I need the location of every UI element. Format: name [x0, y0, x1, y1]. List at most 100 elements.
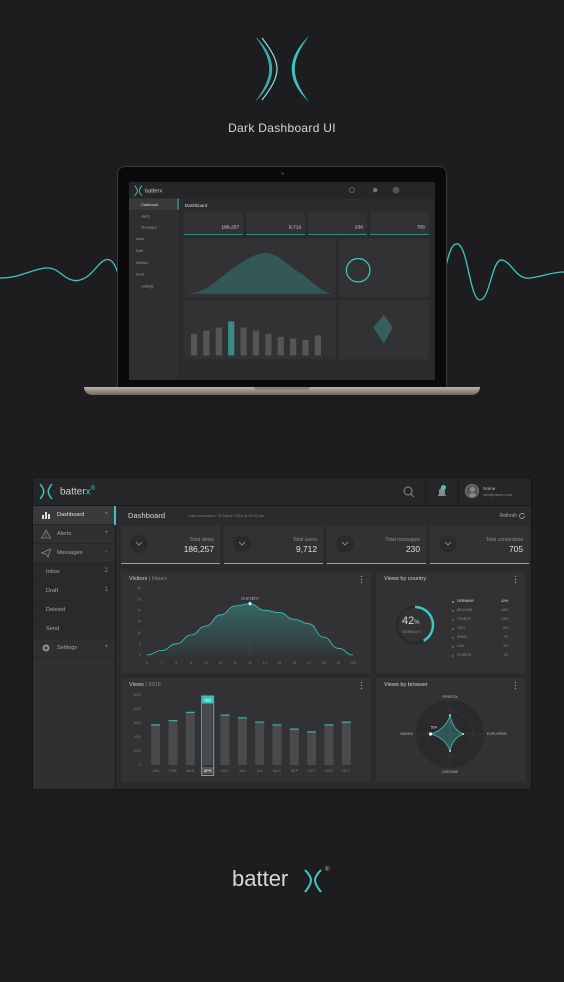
x-tick-label: 19 — [336, 661, 340, 665]
bar-cap — [168, 720, 178, 722]
country-panel: Views by country 42% GERMANY GERMANY 42% B… — [376, 572, 525, 673]
stat-card-views: Total views 186,257 — [121, 526, 220, 564]
x-tick-label: FEB — [169, 769, 177, 773]
gear-icon — [42, 644, 50, 652]
x-tick-label: MAR — [186, 769, 195, 773]
radar-label-firefox: FIREFOX — [442, 695, 458, 699]
views-bar-chart: 0 1000 2000 3000 4000 5000 JAN FEB MAR 4823 APR MAY… — [133, 693, 351, 777]
more-icon[interactable] — [360, 681, 363, 690]
user-name: Name — [483, 486, 496, 491]
svg-text:186,257: 186,257 — [221, 224, 239, 230]
topbar-divider — [425, 478, 426, 505]
refresh-icon[interactable] — [518, 512, 526, 520]
warning-icon — [41, 529, 51, 539]
topbar: batterx® Name info@name.com — [33, 478, 531, 506]
stat-value: 230 — [406, 544, 420, 554]
topbar-divider — [458, 478, 459, 505]
bar-cap — [341, 721, 351, 723]
bar-cap — [272, 724, 282, 726]
browser-panel: Views by browser FIREFOX EXPLORER CHROME SA… — [376, 678, 525, 782]
radar-label-chrome: CHROME — [442, 770, 459, 774]
x-tick-label: 6 — [146, 661, 148, 665]
chevron-down-icon — [135, 541, 143, 546]
y-tick-label: 10 — [137, 631, 141, 635]
x-tick-label: OCT — [308, 769, 317, 773]
y-tick-label: 5000 — [133, 693, 141, 697]
svg-text:Dashboard: Dashboard — [185, 203, 208, 208]
y-tick-label: 2000 — [133, 735, 141, 739]
avatar[interactable] — [465, 484, 479, 498]
svg-text:Settings: Settings — [141, 284, 154, 288]
bar — [307, 731, 317, 765]
more-icon[interactable] — [514, 575, 517, 584]
sidebar-item-dashboard[interactable]: Dashboard + — [33, 506, 116, 525]
sidebar-item-inbox[interactable]: Inbox 2 — [33, 563, 115, 582]
sidebar-item-alerts[interactable]: Alerts + — [33, 525, 115, 544]
radar-point — [462, 733, 465, 735]
brand-name: batterx® — [60, 486, 95, 498]
panel-title: Views by country — [384, 576, 427, 582]
stat-value: 9,712 — [296, 544, 317, 554]
browser-radar-chart: FIREFOX EXPLORER CHROME SAFARI 52% — [400, 695, 507, 774]
more-icon[interactable] — [360, 575, 363, 584]
stat-value: 186,257 — [183, 544, 214, 554]
country-donut-chart — [392, 602, 438, 648]
batterx-logo-icon — [39, 484, 53, 499]
x-tick-label: 10 — [204, 661, 208, 665]
refresh-button[interactable]: Refresh — [499, 513, 517, 519]
radar-label-safari: SAFARI — [400, 732, 413, 736]
sidebar-item-messages[interactable]: Messages − — [33, 544, 115, 563]
svg-text:Inbox: Inbox — [136, 237, 145, 241]
radar-value-bg — [429, 725, 439, 730]
svg-text:Dashboard: Dashboard — [141, 203, 158, 207]
x-tick-label: 9 — [190, 661, 192, 665]
x-tick-label: JUN — [239, 769, 247, 773]
x-tick-label: 13 — [248, 661, 252, 665]
sidebar: Dashboard + Alerts + Messages − Inbox 2 … — [33, 506, 116, 789]
x-tick-label: DEC — [342, 769, 350, 773]
x-tick-label: 11 — [219, 661, 223, 665]
more-icon[interactable] — [514, 681, 517, 690]
svg-text:Messages: Messages — [141, 225, 157, 229]
bar-highlight-label-bg — [202, 696, 214, 704]
legend-item: USA 3% — [452, 644, 508, 650]
bottom-brand: batter — [232, 866, 289, 891]
y-tick-label: 15 — [137, 620, 141, 624]
bar — [168, 720, 178, 765]
sidebar-item-deleted[interactable]: Deleted — [33, 601, 115, 620]
x-tick-label: AUG — [273, 769, 281, 773]
bar-highlight-label: 4823 — [204, 698, 211, 702]
x-tick-label: 8 — [175, 661, 177, 665]
x-tick-label: SEP — [291, 769, 299, 773]
y-tick-label: 3000 — [133, 721, 141, 725]
bar — [237, 717, 247, 765]
legend-item: OTHERS 1% — [452, 653, 508, 659]
bar — [289, 728, 299, 765]
bar — [255, 721, 265, 765]
laptop-mockup: batterx Dashboard Alerts Messages Inbox … — [117, 166, 447, 388]
peak-point — [248, 601, 252, 606]
chevron-down-icon — [444, 541, 452, 546]
radar-point — [428, 732, 433, 736]
donut-value: 42% — [402, 615, 420, 627]
x-tick-label: NOV — [325, 769, 334, 773]
legend-item: GERMANY 42% — [452, 599, 508, 605]
svg-text:Alerts: Alerts — [141, 214, 150, 218]
last-connection: Last connection: 30 March 2016 at 19:02 … — [189, 514, 265, 518]
sidebar-item-settings[interactable]: Settings + — [33, 639, 115, 658]
sidebar-item-send[interactable]: Send — [33, 620, 115, 639]
x-tick-label: 200 — [350, 661, 356, 665]
views-panel: Views | 2016 0 1000 2000 3000 4000 5000 JAN FEB… — [121, 678, 371, 782]
stat-card-users: Total users 9,712 — [224, 526, 323, 564]
user-email: info@name.com — [483, 492, 513, 497]
batterx-logo-icon — [255, 36, 309, 102]
dashboard-window: batterx® Name info@name.com Dashboard + — [33, 478, 531, 789]
svg-text:Deleted: Deleted — [136, 261, 148, 265]
x-tick-label: JAN — [152, 769, 159, 773]
search-icon[interactable] — [401, 484, 417, 500]
laptop-notch — [254, 387, 310, 390]
legend-item: ITALY 9% — [452, 626, 508, 632]
visitors-area-chart: 0 5 10 15 20 25 30 6 7 8 9 10 11 12 13 14 15 16 17 18 19 200 2… — [137, 586, 356, 665]
sidebar-item-draft[interactable]: Draft 1 — [33, 582, 115, 601]
stat-card-connexions: Total connexions 705 — [430, 526, 529, 564]
